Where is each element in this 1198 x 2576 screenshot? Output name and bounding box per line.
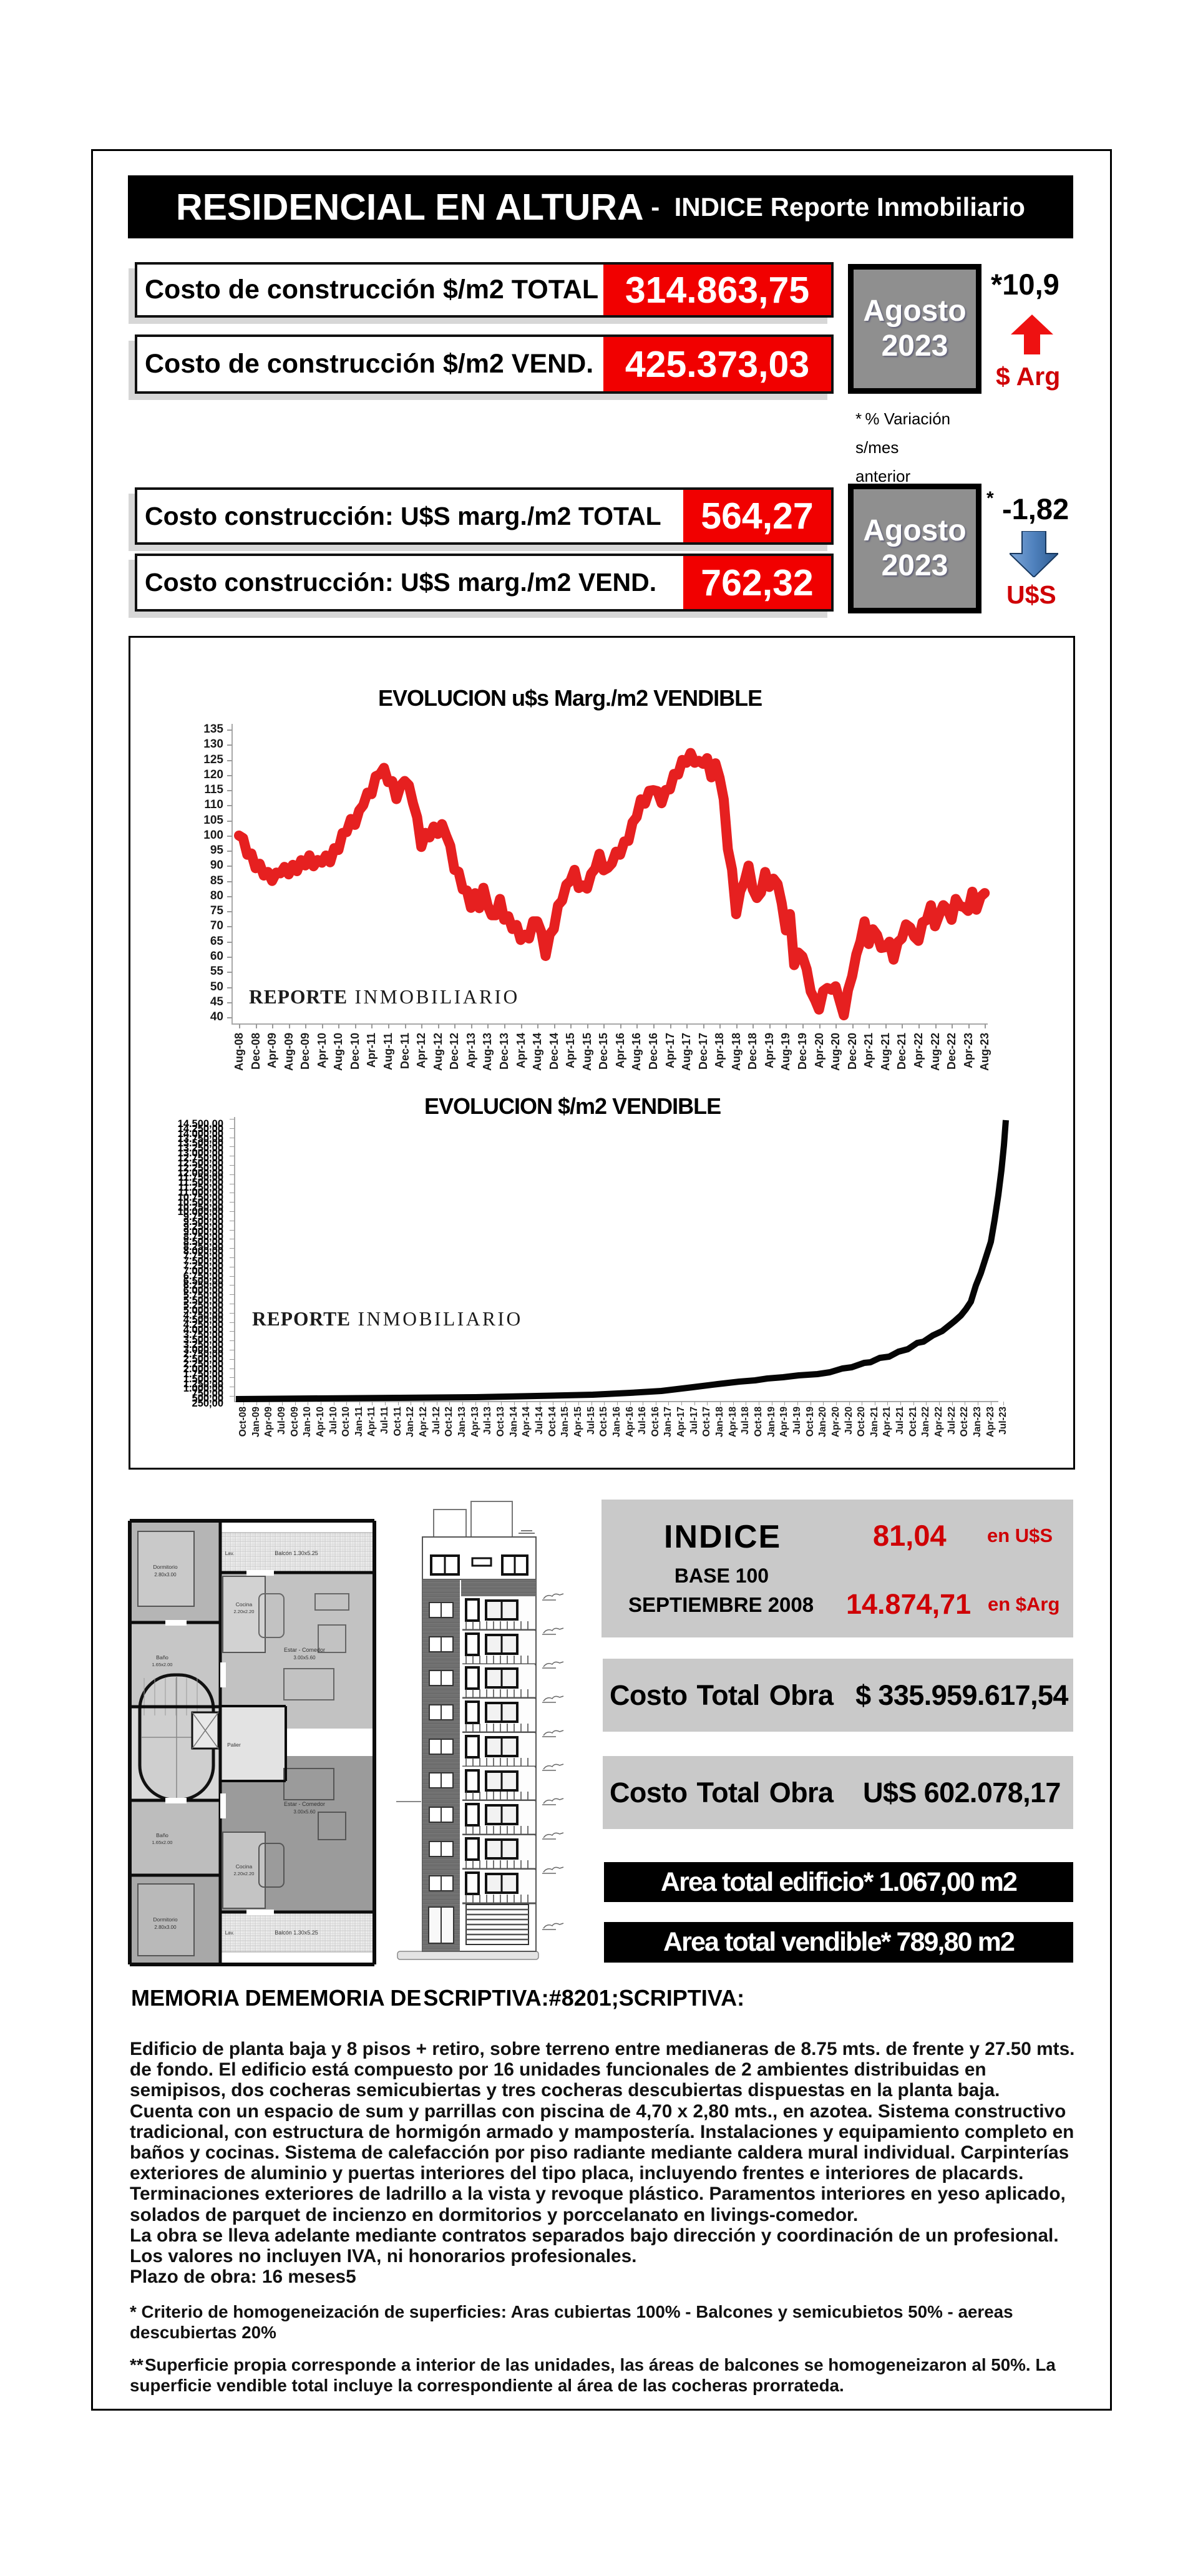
svg-text:Lav.: Lav. bbox=[225, 1551, 235, 1556]
svg-text:2.20x2.20: 2.20x2.20 bbox=[234, 1871, 255, 1876]
svg-text:Baño: Baño bbox=[156, 1654, 168, 1661]
svg-text:3.00x5.60: 3.00x5.60 bbox=[293, 1655, 316, 1661]
svg-text:Dormitorio: Dormitorio bbox=[153, 1564, 177, 1570]
svg-text:Balcón 1.30x5.25: Balcón 1.30x5.25 bbox=[275, 1930, 318, 1936]
svg-text:Estar - Comedor: Estar - Comedor bbox=[284, 1801, 325, 1807]
svg-text:Baño: Baño bbox=[156, 1832, 168, 1838]
svg-text:Estar - Comedor: Estar - Comedor bbox=[284, 1647, 325, 1653]
svg-text:1.65x2.00: 1.65x2.00 bbox=[152, 1662, 173, 1667]
svg-text:3.00x5.60: 3.00x5.60 bbox=[293, 1809, 316, 1815]
svg-text:Palier: Palier bbox=[227, 1742, 241, 1748]
svg-text:Dormitorio: Dormitorio bbox=[153, 1916, 177, 1923]
svg-text:Cocina: Cocina bbox=[236, 1863, 253, 1870]
svg-text:2.20x2.20: 2.20x2.20 bbox=[234, 1609, 255, 1614]
svg-text:Lav.: Lav. bbox=[225, 1930, 235, 1936]
svg-text:Cocina: Cocina bbox=[236, 1601, 253, 1608]
svg-text:Balcón 1.30x5.25: Balcón 1.30x5.25 bbox=[275, 1550, 318, 1556]
svg-text:2.80x3.00: 2.80x3.00 bbox=[154, 1925, 177, 1930]
svg-text:2.80x3.00: 2.80x3.00 bbox=[154, 1572, 177, 1578]
svg-text:1.65x2.00: 1.65x2.00 bbox=[152, 1840, 173, 1845]
